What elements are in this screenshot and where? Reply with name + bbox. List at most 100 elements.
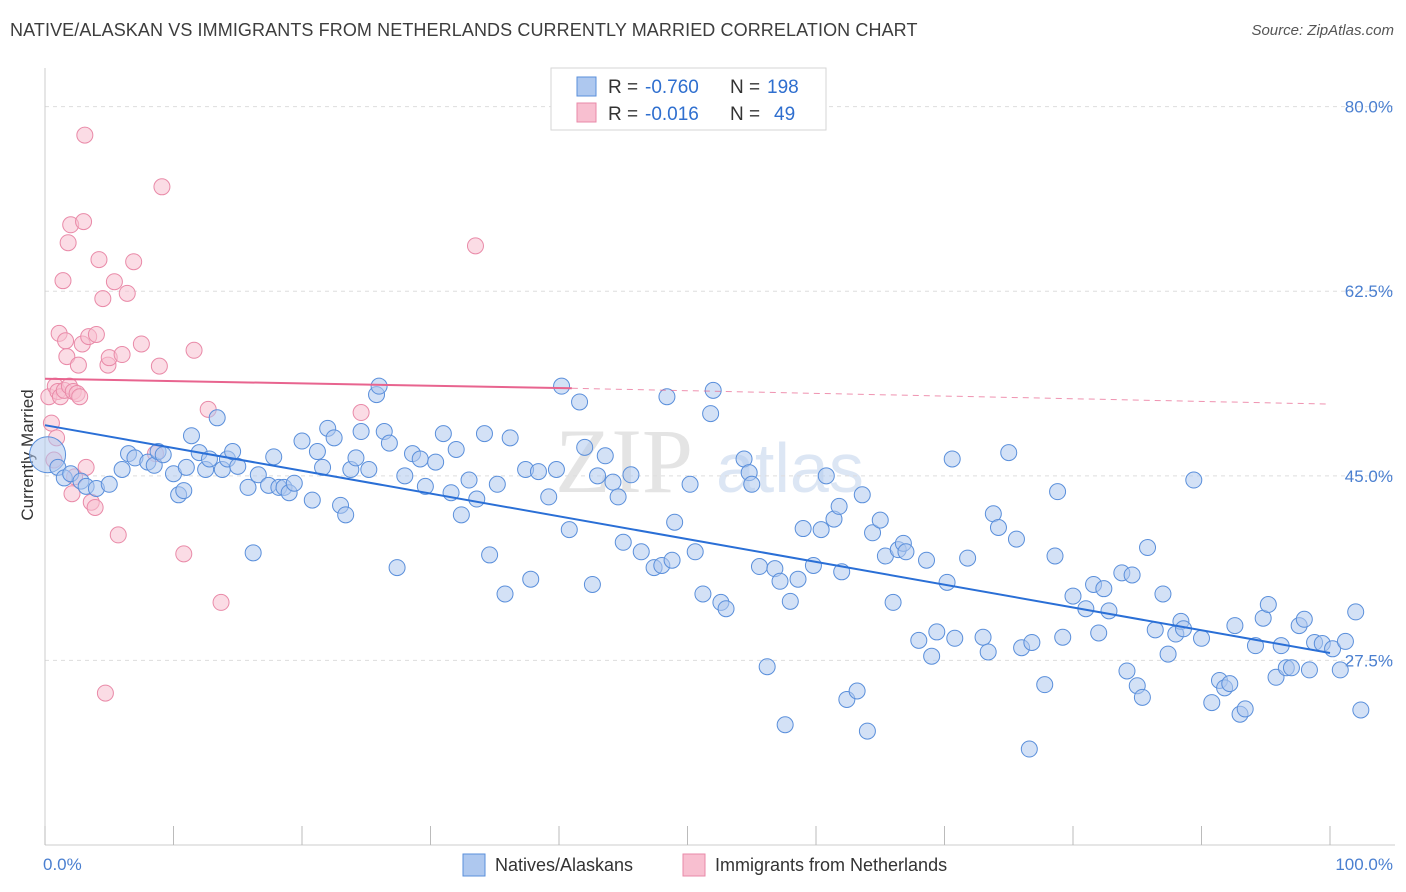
data-point-immigrants	[118, 284, 136, 302]
data-point-natives	[553, 377, 571, 395]
data-point-natives	[576, 438, 594, 456]
data-point-natives	[1347, 603, 1365, 621]
data-point-natives	[560, 521, 578, 539]
data-point-natives	[265, 448, 283, 466]
chart-title: NATIVE/ALASKAN VS IMMIGRANTS FROM NETHER…	[10, 20, 918, 40]
data-point-natives	[460, 471, 478, 489]
data-point-natives	[447, 440, 465, 458]
data-point-natives	[864, 524, 882, 542]
data-point-natives	[285, 474, 303, 492]
data-point-immigrants	[42, 414, 60, 432]
data-point-natives	[812, 521, 830, 539]
data-point-natives	[1246, 637, 1264, 655]
data-point-natives	[632, 543, 650, 561]
data-point-immigrants	[150, 357, 168, 375]
trend-line-immigrants-extension	[571, 387, 1331, 405]
stats-pink-r-value: -0.016	[645, 104, 699, 125]
data-point-natives	[897, 543, 915, 561]
data-point-natives	[938, 573, 956, 591]
data-point-natives	[1154, 585, 1172, 603]
legend-label-immigrants: Immigrants from Netherlands	[715, 855, 947, 875]
data-point-natives	[817, 467, 835, 485]
data-point-natives	[871, 511, 889, 529]
series-immigrants-netherlands	[40, 126, 484, 702]
data-point-natives	[468, 490, 486, 508]
data-point-immigrants	[75, 213, 93, 231]
data-point-natives	[1007, 530, 1025, 548]
y-tick-label: 62.5%	[1345, 282, 1393, 301]
data-point-natives	[1226, 617, 1244, 635]
y-tick-label: 80.0%	[1345, 98, 1393, 117]
legend-swatch-natives	[462, 853, 486, 877]
data-point-natives	[596, 447, 614, 465]
data-point-natives	[540, 488, 558, 506]
data-point-natives	[750, 558, 768, 576]
data-point-natives	[100, 475, 118, 493]
source-credit: Source: ZipAtlas.com	[1251, 22, 1394, 39]
data-point-natives	[776, 716, 794, 734]
data-point-natives	[1295, 610, 1313, 628]
data-point-natives	[702, 405, 720, 423]
data-point-natives	[858, 722, 876, 740]
data-point-natives	[604, 473, 622, 491]
stats-pink-n-label: N =	[730, 104, 760, 125]
data-point-natives	[522, 570, 540, 588]
data-point-natives	[830, 497, 848, 515]
data-point-natives	[496, 585, 514, 603]
data-point-natives	[848, 682, 866, 700]
data-point-natives	[416, 477, 434, 495]
data-point-natives	[1054, 628, 1072, 646]
data-point-natives	[1336, 632, 1354, 650]
data-point-natives	[686, 543, 704, 561]
data-point-natives	[249, 466, 267, 484]
data-point-natives	[743, 475, 761, 493]
data-point-natives	[1023, 633, 1041, 651]
data-point-natives	[337, 506, 355, 524]
data-point-natives	[388, 559, 406, 577]
data-point-natives	[1020, 740, 1038, 758]
data-point-natives	[481, 546, 499, 564]
data-point-immigrants	[105, 273, 123, 291]
data-point-immigrants	[153, 178, 171, 196]
data-point-natives	[1221, 675, 1239, 693]
data-point-natives	[609, 488, 627, 506]
stats-blue-n-value: 198	[767, 77, 799, 98]
data-point-immigrants	[71, 388, 89, 406]
data-point-natives	[794, 520, 812, 538]
stats-pink-r-label: R =	[608, 104, 638, 125]
data-point-natives	[614, 533, 632, 551]
data-point-immigrants	[94, 290, 112, 308]
data-point-natives	[475, 425, 493, 443]
data-point-natives	[1282, 659, 1300, 677]
data-point-immigrants	[185, 341, 203, 359]
data-point-natives	[1331, 661, 1349, 679]
data-point-natives	[1118, 662, 1136, 680]
data-point-natives	[1064, 587, 1082, 605]
data-point-natives	[884, 593, 902, 611]
data-point-natives	[452, 506, 470, 524]
data-point-natives	[959, 549, 977, 567]
data-point-natives	[1352, 701, 1370, 719]
data-point-natives	[488, 475, 506, 493]
data-point-natives	[789, 570, 807, 588]
data-point-immigrants	[175, 545, 193, 563]
data-point-natives	[411, 450, 429, 468]
data-point-immigrants	[76, 126, 94, 144]
data-point-immigrants	[90, 251, 108, 269]
data-point-natives	[666, 513, 684, 531]
data-point-natives	[622, 466, 640, 484]
data-point-natives	[943, 450, 961, 468]
y-axis-label: Currently Married	[18, 389, 37, 520]
data-point-natives	[1159, 645, 1177, 663]
data-point-natives	[758, 658, 776, 676]
data-point-natives	[293, 432, 311, 450]
data-point-natives	[239, 478, 257, 496]
data-point-immigrants	[87, 325, 105, 343]
data-point-natives	[1139, 539, 1157, 557]
stats-blue-r-label: R =	[608, 77, 638, 98]
trend-line-immigrants	[44, 377, 572, 390]
data-point-natives	[853, 486, 871, 504]
data-point-natives	[928, 623, 946, 641]
data-point-natives	[360, 460, 378, 478]
